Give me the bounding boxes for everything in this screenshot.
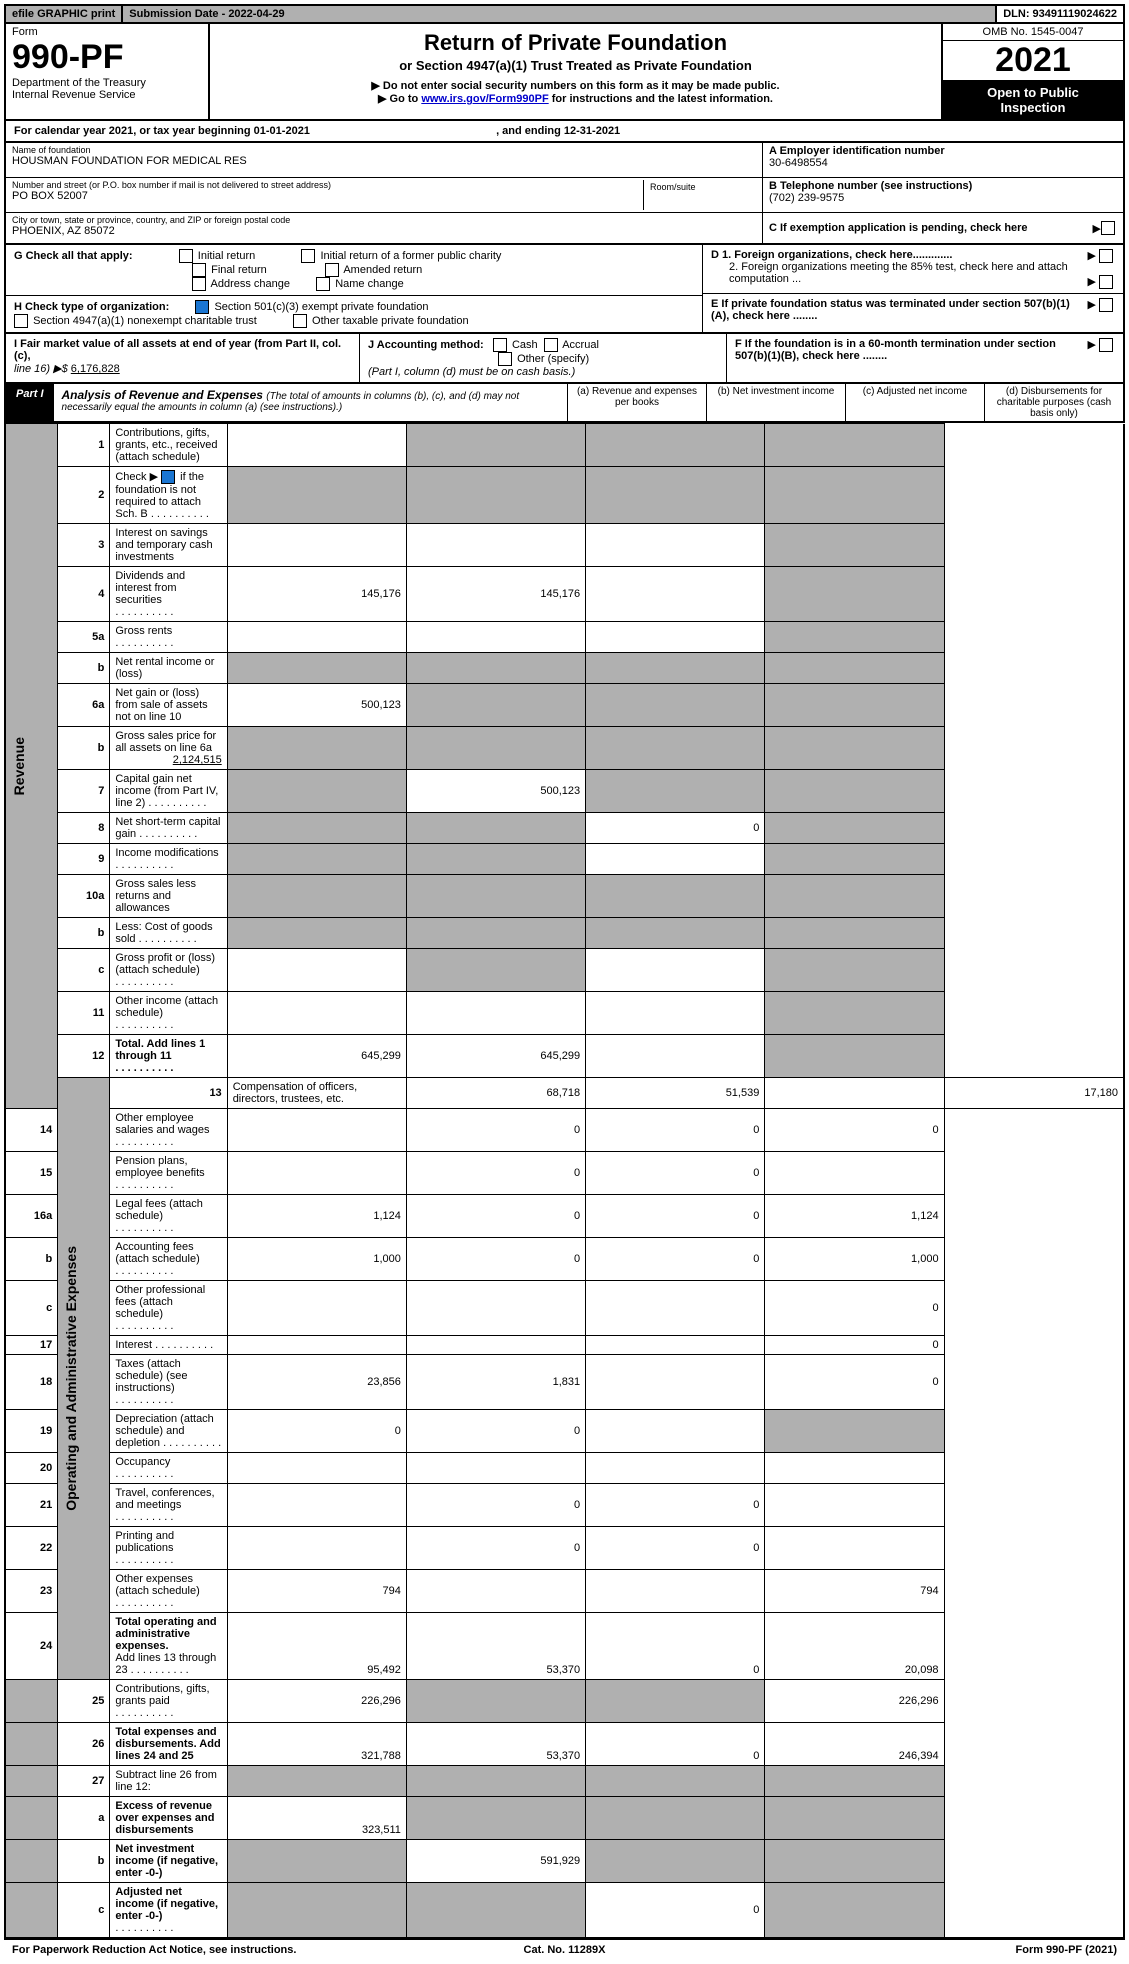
top-bar: efile GRAPHIC print Submission Date - 20… xyxy=(4,4,1125,24)
checkbox-c[interactable] xyxy=(1101,221,1115,235)
form-label: Form xyxy=(12,26,202,38)
city-label: City or town, state or province, country… xyxy=(12,215,756,225)
phone-label: B Telephone number (see instructions) xyxy=(769,180,1117,192)
checkbox-name[interactable] xyxy=(316,277,330,291)
form-number: 990-PF xyxy=(12,38,202,77)
foundation-name: HOUSMAN FOUNDATION FOR MEDICAL RES xyxy=(12,155,756,167)
note-2: ▶ Go to www.irs.gov/Form990PF for instru… xyxy=(218,92,933,105)
form-title: Return of Private Foundation xyxy=(218,30,933,56)
checkbox-4947[interactable] xyxy=(14,314,28,328)
form-link[interactable]: www.irs.gov/Form990PF xyxy=(421,93,548,105)
checkbox-amended[interactable] xyxy=(325,263,339,277)
footer-right: Form 990-PF (2021) xyxy=(749,1944,1117,1956)
revenue-label: Revenue xyxy=(11,737,27,795)
checkbox-accrual[interactable] xyxy=(544,338,558,352)
c-label: C If exemption application is pending, c… xyxy=(769,222,1093,234)
form-subtitle: or Section 4947(a)(1) Trust Treated as P… xyxy=(218,58,933,73)
check-section: G Check all that apply: Initial return I… xyxy=(4,245,1125,334)
ein: 30-6498554 xyxy=(769,157,1117,169)
checkbox-other[interactable] xyxy=(498,352,512,366)
col-a-head: (a) Revenue and expenses per books xyxy=(567,384,706,421)
tax-year: 2021 xyxy=(943,41,1123,81)
info-block: Name of foundation HOUSMAN FOUNDATION FO… xyxy=(4,143,1125,245)
d2-label: 2. Foreign organizations meeting the 85%… xyxy=(711,261,1087,285)
j-label: J Accounting method: xyxy=(368,339,484,351)
part-header: Part I Analysis of Revenue and Expenses … xyxy=(4,384,1125,423)
bottom-check: I Fair market value of all assets at end… xyxy=(4,334,1125,384)
part-desc: Analysis of Revenue and Expenses (The to… xyxy=(54,384,567,421)
omb-number: OMB No. 1545-0047 xyxy=(943,24,1123,41)
checkbox-501c3[interactable] xyxy=(195,300,209,314)
h-label: H Check type of organization: xyxy=(14,301,169,313)
phone: (702) 239-9575 xyxy=(769,192,1117,204)
checkbox-e[interactable] xyxy=(1099,298,1113,312)
address: PO BOX 52007 xyxy=(12,190,643,202)
g-label: G Check all that apply: xyxy=(14,250,133,262)
checkbox-other-tax[interactable] xyxy=(293,314,307,328)
ein-label: A Employer identification number xyxy=(769,145,1117,157)
city-state-zip: PHOENIX, AZ 85072 xyxy=(12,225,756,237)
note-1: ▶ Do not enter social security numbers o… xyxy=(218,79,933,92)
checkbox-f[interactable] xyxy=(1099,338,1113,352)
submission-date: Submission Date - 2022-04-29 xyxy=(123,6,997,22)
footer-left: For Paperwork Reduction Act Notice, see … xyxy=(12,1944,380,1956)
e-label: E If private foundation status was termi… xyxy=(711,298,1087,322)
addr-label: Number and street (or P.O. box number if… xyxy=(12,180,643,190)
f-label: F If the foundation is in a 60-month ter… xyxy=(735,338,1087,378)
checkbox-d2[interactable] xyxy=(1099,275,1113,289)
checkbox-final[interactable] xyxy=(192,263,206,277)
room-label: Room/suite xyxy=(650,182,750,192)
part-label: Part I xyxy=(6,384,54,421)
main-table: Revenue 1Contributions, gifts, grants, e… xyxy=(4,423,1125,1939)
efile-label: efile GRAPHIC print xyxy=(6,6,123,22)
calendar-year-row: For calendar year 2021, or tax year begi… xyxy=(4,121,1125,143)
i-label: I Fair market value of all assets at end… xyxy=(14,338,341,362)
col-b-head: (b) Net investment income xyxy=(706,384,845,421)
expenses-label: Operating and Administrative Expenses xyxy=(63,1246,79,1511)
footer-mid: Cat. No. 11289X xyxy=(380,1944,748,1956)
dln: DLN: 93491119024622 xyxy=(997,6,1123,22)
checkbox-address[interactable] xyxy=(192,277,206,291)
i-line: line 16) ▶$ xyxy=(14,363,71,375)
checkbox-initial-former[interactable] xyxy=(301,249,315,263)
form-header: Form 990-PF Department of the Treasury I… xyxy=(4,24,1125,121)
col-d-head: (d) Disbursements for charitable purpose… xyxy=(984,384,1123,421)
dept-2: Internal Revenue Service xyxy=(12,89,202,101)
checkbox-cash[interactable] xyxy=(493,338,507,352)
checkbox-initial[interactable] xyxy=(179,249,193,263)
checkbox-d1[interactable] xyxy=(1099,249,1113,263)
footer: For Paperwork Reduction Act Notice, see … xyxy=(4,1939,1125,1960)
name-label: Name of foundation xyxy=(12,145,756,155)
j-note: (Part I, column (d) must be on cash basi… xyxy=(368,366,575,378)
d1-label: D 1. Foreign organizations, check here..… xyxy=(711,249,952,261)
col-c-head: (c) Adjusted net income xyxy=(845,384,984,421)
inspection-label: Open to PublicInspection xyxy=(943,81,1123,119)
checkbox-schb[interactable] xyxy=(161,470,175,484)
i-value: 6,176,828 xyxy=(71,363,120,375)
dept-1: Department of the Treasury xyxy=(12,77,202,89)
